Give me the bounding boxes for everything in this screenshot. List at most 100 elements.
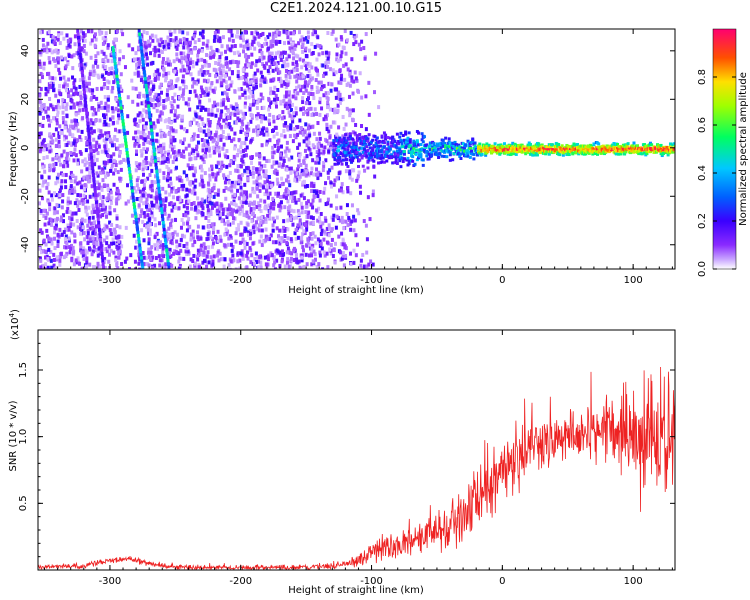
spectrogram-cell xyxy=(320,228,324,233)
spectrogram-cell xyxy=(304,173,308,178)
spectrogram-cell xyxy=(73,126,77,131)
spectrogram-cell xyxy=(225,177,229,182)
spectrogram-cell xyxy=(194,93,198,98)
spectrogram-cell xyxy=(194,178,198,183)
spectrogram-cell xyxy=(287,148,291,153)
spectrogram-cell xyxy=(92,154,96,159)
spectrogram-cell xyxy=(215,140,219,145)
spectrogram-cell xyxy=(186,163,190,168)
spectrogram-cell xyxy=(135,135,139,140)
spectrogram-cell xyxy=(60,31,64,36)
spectrogram-cell xyxy=(282,94,286,99)
spectrogram-cell xyxy=(168,62,172,67)
spectrogram-signal-cell xyxy=(375,136,379,140)
spectrogram-cell xyxy=(285,106,289,111)
spectrogram-cell xyxy=(66,94,70,99)
spectrogram-cell xyxy=(190,190,194,195)
spectrogram-cell xyxy=(44,242,48,247)
spectrogram-cell xyxy=(244,95,248,100)
spectrogram-cell xyxy=(152,47,156,52)
spectrogram-cell xyxy=(192,136,196,141)
spectrogram-signal-cell xyxy=(342,136,346,140)
spectrogram-cell xyxy=(52,257,56,262)
spectrogram-cell xyxy=(250,219,254,224)
spectrogram-cell xyxy=(332,213,336,218)
spectrogram-cell xyxy=(344,51,348,56)
spectrogram-cell xyxy=(119,167,123,172)
spectrogram-cell xyxy=(326,56,330,61)
spectrogram-cell xyxy=(294,190,298,195)
spectrogram-cell xyxy=(256,41,260,46)
spectrogram-cell xyxy=(74,175,78,180)
spectrogram-cell xyxy=(267,174,271,179)
spectrogram-cell xyxy=(211,174,215,179)
spectrogram-cell xyxy=(155,199,159,204)
spectrogram-cell xyxy=(101,74,105,79)
spectrogram-cell xyxy=(189,137,193,142)
spectrogram-cell xyxy=(312,249,316,254)
spectrogram-cell xyxy=(102,227,106,232)
spectrogram-cell xyxy=(256,255,260,260)
spectrogram-cell xyxy=(65,142,69,147)
spectrogram-signal-cell xyxy=(344,151,348,155)
spectrogram-cell xyxy=(272,90,276,95)
spectrogram-cell xyxy=(56,60,60,65)
spectrogram-cell xyxy=(322,160,326,165)
spectrogram-cell xyxy=(78,84,82,89)
spectrogram-cell xyxy=(337,42,341,47)
spectrogram-cell xyxy=(349,30,353,35)
spectrogram-streak-cell xyxy=(112,52,116,57)
spectrogram-cell xyxy=(87,216,91,221)
spectrogram-cell xyxy=(223,74,227,79)
spectrogram-cell xyxy=(220,44,224,49)
spectrogram-cell xyxy=(167,132,171,137)
spectrogram-cell xyxy=(76,138,80,143)
spectrogram-cell xyxy=(199,68,203,73)
spectrogram-cell xyxy=(38,256,42,261)
spectrogram-cell xyxy=(54,218,58,223)
spectrogram-cell xyxy=(362,219,366,224)
spectrogram-cell xyxy=(289,217,293,222)
spectrogram-cell xyxy=(351,130,355,135)
spectrogram-streak-cell xyxy=(136,227,140,232)
spectrogram-signal-cell xyxy=(341,146,345,150)
spectrogram-cell xyxy=(136,73,140,78)
spectrogram-cell xyxy=(242,197,246,202)
spectrogram-cell xyxy=(352,228,356,233)
spectrogram-cell xyxy=(275,63,279,68)
spectrogram-cell xyxy=(214,133,218,138)
spectrogram-streak-cell xyxy=(138,35,142,40)
spectrogram-cell xyxy=(144,156,148,161)
spectrogram-cell xyxy=(88,247,92,252)
spectrogram-signal-cell xyxy=(352,149,356,153)
spectrogram-cell xyxy=(146,202,150,207)
spectrogram-cell xyxy=(351,117,355,122)
spectrogram-cell xyxy=(309,202,313,207)
spectrogram-streak-cell xyxy=(133,208,137,213)
spectrogram-cell xyxy=(214,192,218,197)
spectrogram-cell xyxy=(145,208,149,213)
spectrogram-cell xyxy=(102,138,106,143)
spectrogram-cell xyxy=(93,34,97,39)
spectrogram-cell xyxy=(74,86,78,91)
spectrogram-cell xyxy=(178,29,182,34)
spectrogram-cell xyxy=(320,143,324,148)
spectrogram-streak-cell xyxy=(153,152,157,157)
spectrogram-cell xyxy=(220,81,224,86)
spectrogram-cell xyxy=(104,70,108,75)
spectrogram-streak-cell xyxy=(157,186,161,191)
spectrogram-cell xyxy=(118,143,122,148)
spectrogram-cell xyxy=(167,213,171,218)
spectrogram-cell xyxy=(138,267,142,269)
spectrogram-cell xyxy=(354,253,358,258)
spectrogram-cell xyxy=(203,199,207,204)
spectrogram-cell xyxy=(339,242,343,247)
spectrogram-cell xyxy=(65,45,69,50)
spectrogram-cell xyxy=(239,251,243,256)
spectrogram-cell xyxy=(52,57,56,62)
spectrogram-cell xyxy=(178,175,182,180)
spectrogram-cell xyxy=(200,203,204,208)
spectrogram-cell xyxy=(168,202,172,207)
spectrogram-cell xyxy=(188,40,192,45)
spectrogram-cell xyxy=(219,134,223,139)
